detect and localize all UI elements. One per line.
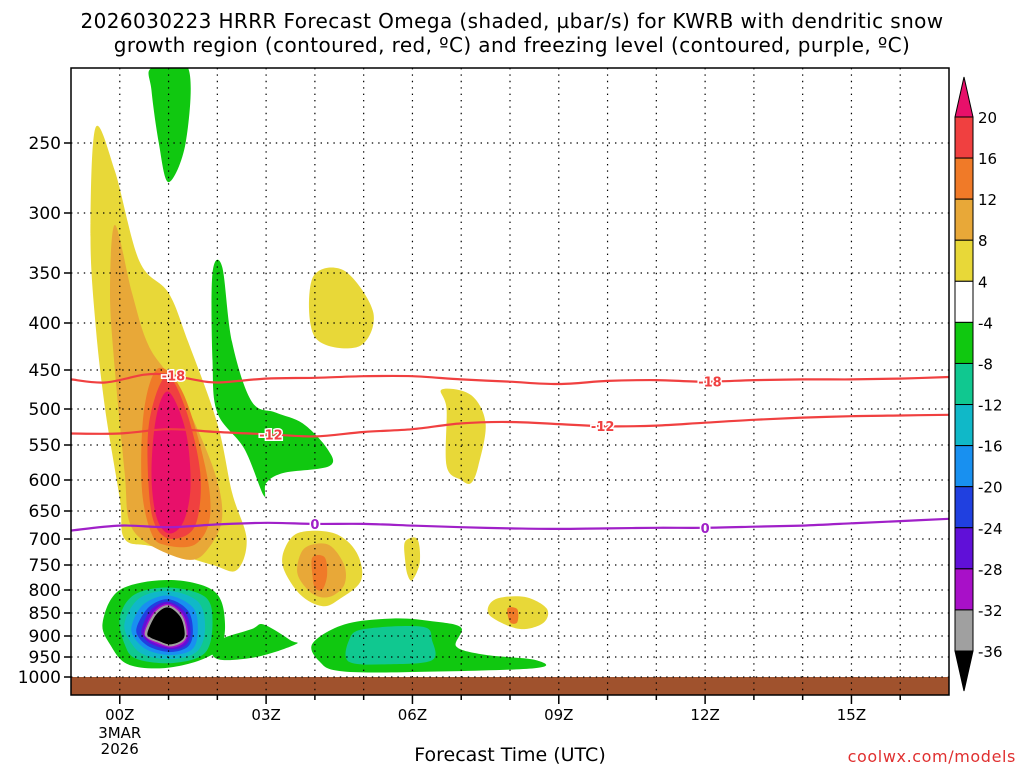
colorbar-label-4: 4 (978, 273, 988, 291)
colorbar-swatch-10 (954, 486, 974, 529)
colorbar-swatch-3 (954, 198, 974, 241)
y-tick-label-300: 300 (29, 204, 61, 224)
x-date-label-1: 2026 (101, 740, 139, 758)
y-tick-label-800: 800 (29, 581, 61, 601)
colorbar-label-3: 8 (978, 232, 988, 250)
x-tick-label-00Z: 00Z (105, 706, 134, 724)
colorbar-label-1: 16 (978, 150, 997, 168)
colorbar-swatch-1 (954, 116, 974, 159)
omega-region-descent-neg36-23 (147, 607, 185, 645)
omega-region-descent-neg4-13 (148, 68, 191, 183)
terrain-ground (71, 677, 949, 695)
freezing-level-label-0: 0 (310, 518, 319, 533)
y-tick-label-1000: 1000 (18, 668, 61, 688)
colorbar-swatch-11 (954, 527, 974, 570)
omega-region-ascent-pos4-6 (440, 388, 486, 485)
colorbar-swatch-2 (954, 157, 974, 200)
chart-title-line-1: 2026030223 HRRR Forecast Omega (shaded, … (80, 9, 944, 33)
colorbar-label-7: -12 (978, 397, 1003, 415)
x-tick-label-15Z: 15Z (837, 706, 866, 724)
omega-region-descent-neg8-26 (345, 626, 436, 665)
y-tick-label-850: 850 (29, 604, 61, 624)
colorbar-label-5: -4 (978, 314, 993, 332)
x-tick-label-09Z: 09Z (544, 706, 573, 724)
colorbar-swatch-6 (954, 321, 974, 364)
source-credit: coolwx.com/models (847, 747, 1016, 766)
colorbar-label-2: 12 (978, 191, 997, 209)
colorbar-label-10: -24 (978, 520, 1003, 538)
colorbar-label-13: -36 (978, 643, 1003, 661)
omega-region-ascent-pos20-4 (151, 391, 191, 534)
y-tick-label-350: 350 (29, 264, 61, 284)
dendritic-snow-growth-label-1: -18 (698, 376, 722, 391)
colorbar-label-11: -28 (978, 561, 1003, 579)
omega-region-descent-neg4-14 (211, 259, 334, 497)
y-tick-label-700: 700 (29, 530, 61, 550)
omega-region-descent-neg4-24 (211, 623, 298, 661)
chart-title-line-2: growth region (contoured, red, ºC) and f… (113, 33, 911, 57)
colorbar-bottom-arrow (954, 650, 974, 692)
y-tick-label-650: 650 (29, 502, 61, 522)
freezing-level-contour-2 (71, 517, 949, 532)
colorbar-swatch-5 (954, 280, 974, 323)
colorbar-label-0: 20 (978, 109, 997, 127)
omega-region-ascent-pos4-5 (308, 267, 374, 349)
colorbar-swatch-12 (954, 568, 974, 611)
x-axis-label: Forecast Time (UTC) (414, 744, 606, 766)
y-tick-label-950: 950 (29, 648, 61, 668)
x-tick-label-03Z: 03Z (251, 706, 280, 724)
y-tick-label-400: 400 (29, 314, 61, 334)
dendritic-snow-growth-contour-0 (71, 372, 949, 386)
x-tick-label-06Z: 06Z (398, 706, 427, 724)
colorbar-swatch-4 (954, 239, 974, 282)
dendritic-snow-growth-label-1: -12 (591, 420, 615, 435)
y-tick-label-550: 550 (29, 436, 61, 456)
colorbar-swatch-8 (954, 404, 974, 447)
y-tick-label-600: 600 (29, 471, 61, 491)
colorbar-swatch-9 (954, 445, 974, 488)
dendritic-snow-growth-contour-1 (71, 413, 949, 438)
x-date-label-0: 3MAR (98, 724, 141, 742)
y-tick-label-750: 750 (29, 556, 61, 576)
dendritic-snow-growth-label-0: -18 (162, 370, 186, 385)
y-tick-label-500: 500 (29, 400, 61, 420)
y-tick-label-450: 450 (29, 361, 61, 381)
freezing-level-label-1: 0 (701, 522, 710, 537)
colorbar-label-12: -32 (978, 602, 1003, 620)
colorbar-label-9: -20 (978, 479, 1003, 497)
colorbar-label-8: -16 (978, 438, 1003, 456)
colorbar-swatch-13 (954, 609, 974, 652)
colorbar-top-arrow (954, 76, 974, 118)
colorbar-swatch-7 (954, 362, 974, 406)
colorbar-label-6: -8 (978, 355, 993, 373)
omega-region-ascent-pos4-10 (404, 537, 421, 581)
x-tick-label-12Z: 12Z (690, 706, 719, 724)
y-tick-label-250: 250 (29, 134, 61, 154)
y-tick-label-900: 900 (29, 627, 61, 647)
dendritic-snow-growth-label-0: -12 (259, 428, 283, 443)
omega-region-ascent-pos12-9 (311, 554, 328, 591)
